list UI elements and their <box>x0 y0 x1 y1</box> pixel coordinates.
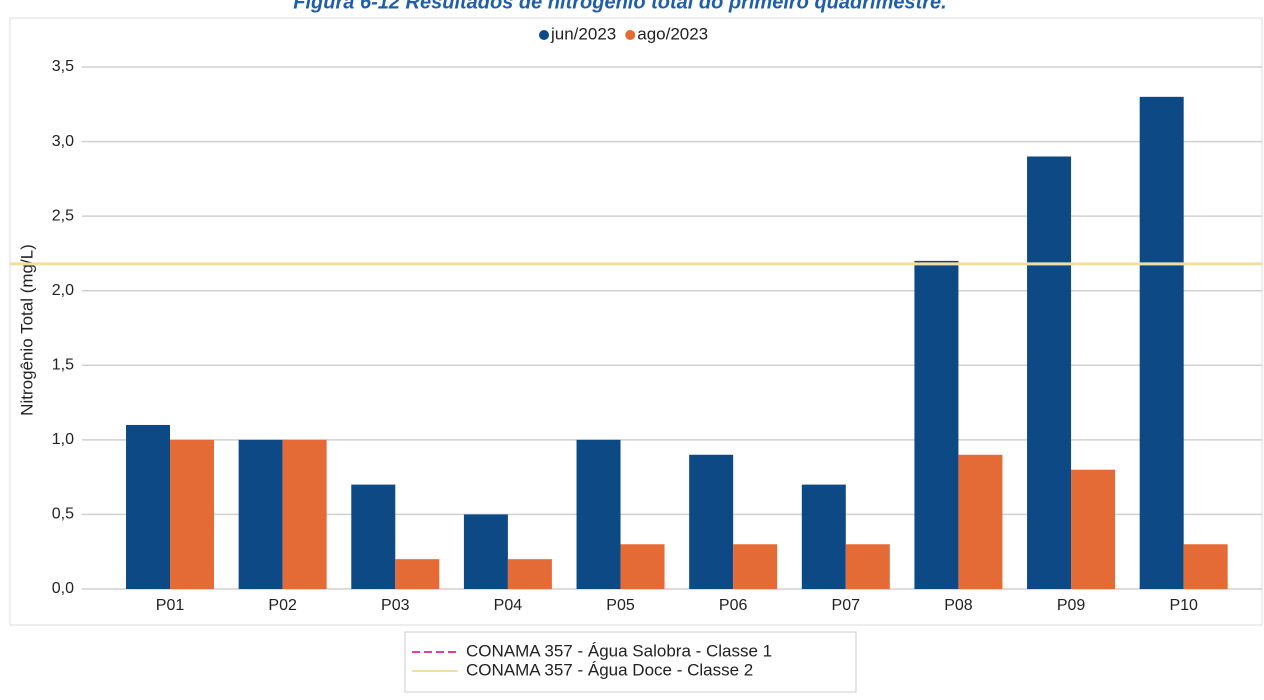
y-tick-label: 2,5 <box>52 207 74 224</box>
bar <box>1139 96 1184 589</box>
x-tick-label: P08 <box>944 597 973 614</box>
bar <box>1027 156 1072 589</box>
bar <box>576 439 621 589</box>
bar <box>170 439 215 589</box>
bar <box>1183 544 1228 589</box>
reference-legend-label: CONAMA 357 - Água Doce - Classe 2 <box>466 660 753 679</box>
x-tick-label: P05 <box>606 597 635 614</box>
x-tick-label: P07 <box>832 597 861 614</box>
bar <box>282 439 327 589</box>
bar <box>845 544 890 589</box>
chart-title: Figura 6-12 Resultados de nitrogênio tot… <box>293 0 946 13</box>
y-tick-label: 1,0 <box>52 431 74 448</box>
bar <box>1071 469 1116 589</box>
y-tick-label: 3,5 <box>52 58 74 75</box>
bar <box>126 424 171 589</box>
bar <box>395 559 440 589</box>
legend-marker <box>625 30 636 40</box>
y-tick-label: 0,5 <box>52 506 74 523</box>
chart-frame <box>9 17 1263 626</box>
x-tick-label: P02 <box>268 597 297 614</box>
x-tick-label: P09 <box>1057 597 1086 614</box>
legend-label: ago/2023 <box>637 24 708 43</box>
y-tick-label: 1,5 <box>52 357 74 374</box>
bar <box>958 454 1003 589</box>
x-tick-label: P01 <box>156 597 185 614</box>
x-tick-label: P03 <box>381 597 410 614</box>
bar <box>238 439 283 589</box>
legend-marker <box>539 30 549 40</box>
reference-legend-box <box>404 631 857 693</box>
bar <box>801 484 846 589</box>
y-axis-label: Nitrogênio Total (mg/L) <box>17 244 36 416</box>
bar <box>620 544 665 589</box>
legend-label: jun/2023 <box>550 24 616 43</box>
reference-legend-label: CONAMA 357 - Água Salobra - Classe 1 <box>466 641 772 660</box>
bar <box>733 544 778 589</box>
x-tick-label: P10 <box>1169 597 1198 614</box>
bar <box>507 559 552 589</box>
y-tick-label: 0,0 <box>52 580 74 597</box>
bar <box>463 514 508 589</box>
x-tick-label: P06 <box>719 597 748 614</box>
bar <box>914 260 959 589</box>
y-tick-label: 3,0 <box>52 133 74 150</box>
bar <box>351 484 396 589</box>
x-tick-label: P04 <box>494 597 523 614</box>
bar <box>689 454 734 589</box>
y-tick-label: 2,0 <box>52 282 74 299</box>
